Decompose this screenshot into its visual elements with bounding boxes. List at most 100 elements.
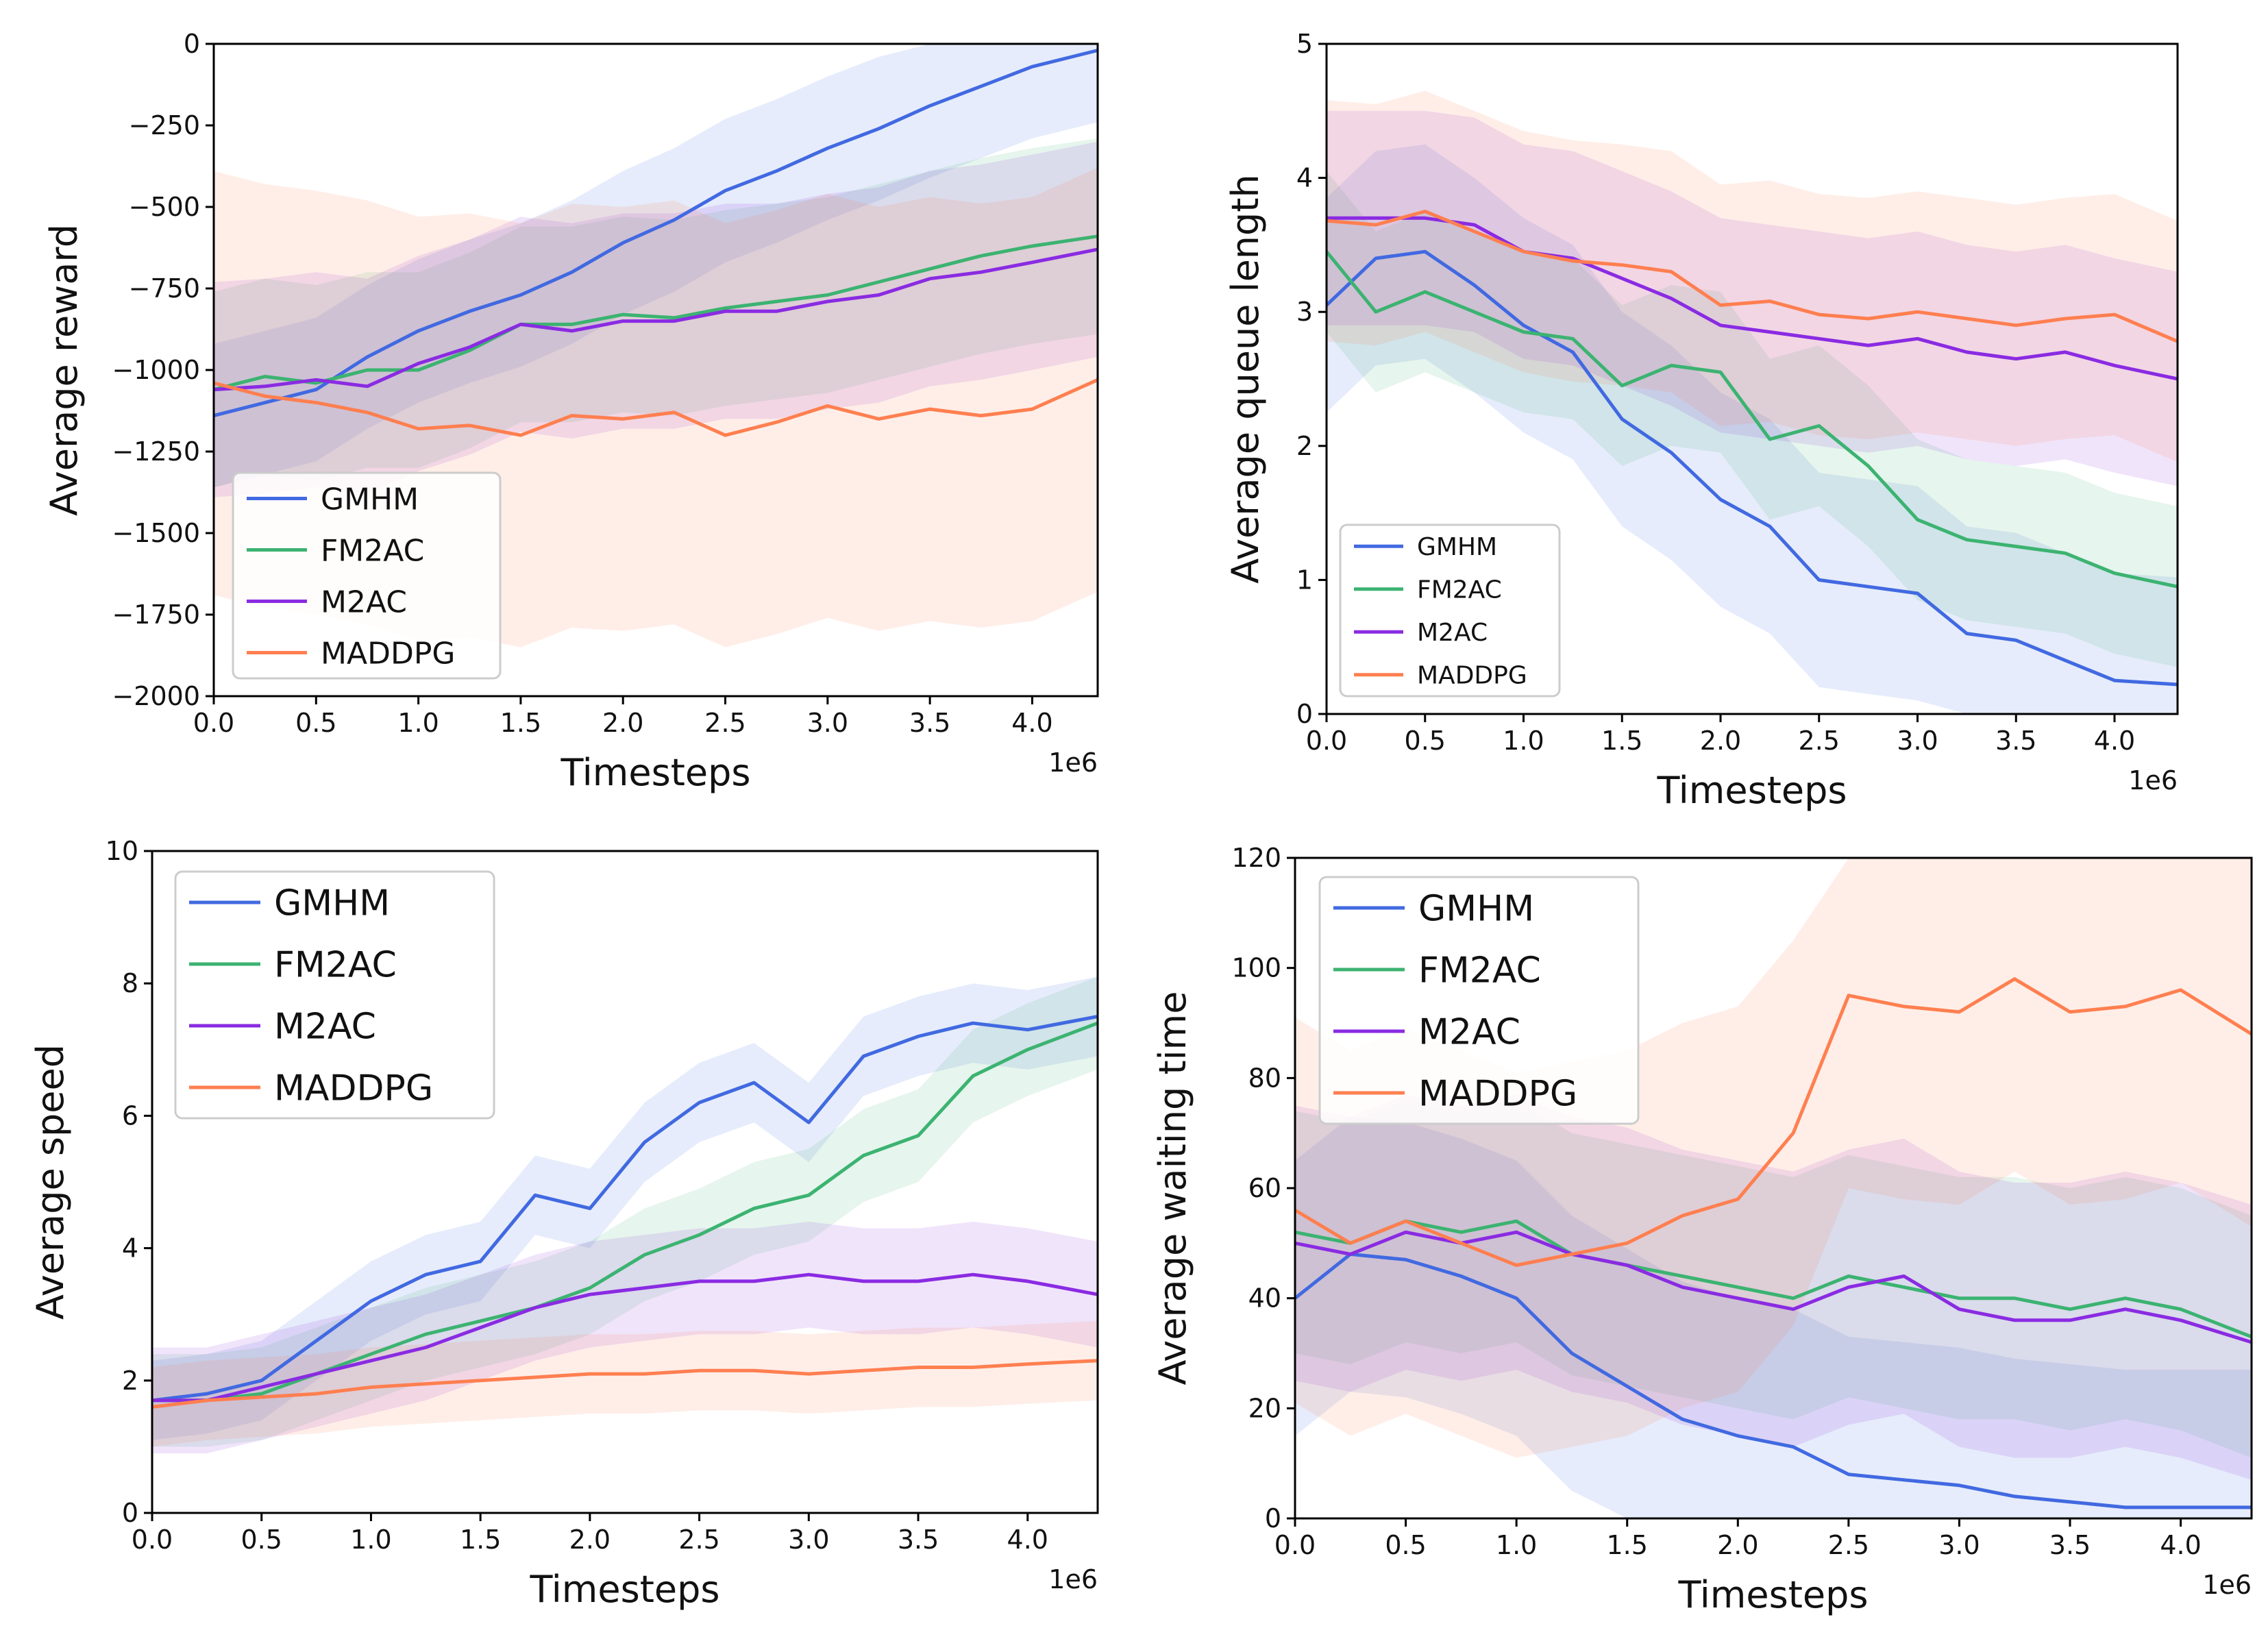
x-tick-label: 1.5 [500,708,541,738]
band-gmhm [214,44,1098,488]
band-fm2ac [1295,1100,2252,1458]
x-tick-label: 0.0 [193,708,234,738]
legend-label-m2ac: M2AC [1418,1012,1520,1053]
series-line-m2ac [1327,216,2178,381]
x-tick-label: 1.5 [1601,726,1642,756]
x-tick-label: 2.5 [1799,726,1840,756]
series-line-gmhm [151,1015,1098,1403]
band-maddpg [152,1320,1098,1447]
band-gmhm [1327,144,2178,714]
y-tick-label: 100 [1231,953,1281,983]
y-tick-label: 6 [122,1100,138,1131]
axes-frame [1325,42,2179,715]
y-tick-label: −1750 [112,600,200,630]
series-line-maddpg [1294,977,2253,1267]
x-tick-label: 2.5 [678,1525,719,1555]
x-multiplier-label: 1e6 [2128,765,2178,796]
x-axis-label: Timesteps [1656,769,1847,812]
legend-label-maddpg: MADDPG [274,1068,433,1109]
x-tick-label: 0.0 [1274,1530,1316,1560]
x-tick-label: 1.0 [350,1525,391,1555]
x-multiplier-label: 1e6 [1048,1564,1098,1594]
series-line-maddpg [1326,210,2178,343]
legend-label-fm2ac: FM2AC [321,533,424,568]
x-tick-label: 4.0 [2094,726,2135,756]
y-tick-label: 120 [1231,843,1281,873]
legend-label-m2ac: M2AC [274,1007,376,1048]
series-line-gmhm [213,49,1098,418]
legend-box [1339,523,1561,698]
y-tick-label: 80 [1248,1063,1281,1093]
legend-label-fm2ac: FM2AC [274,945,397,986]
legend-label-fm2ac: FM2AC [1417,576,1502,604]
x-tick-label: 2.0 [1700,726,1741,756]
series-line-fm2ac [1294,1219,2252,1339]
x-tick-label: 3.0 [788,1525,829,1555]
chart-average-waiting-time: 0.0 0.5 1.0 1.5 2.0 2.5 3.0 3.5 4.0 0 20 40 60 80 100 1… [1151,843,2253,1616]
y-tick-label: −750 [129,273,200,304]
x-multiplier-label: 1e6 [1048,748,1098,778]
band-maddpg [1327,90,2178,463]
x-tick-label: 3.0 [1897,726,1938,756]
legend-label-gmhm: GMHM [1417,533,1497,561]
x-tick-label: 2.5 [1828,1530,1869,1560]
x-tick-label: 3.0 [807,708,848,738]
y-tick-label: −1250 [112,436,200,467]
band-gmhm [152,976,1098,1440]
y-tick-label: 2 [1296,431,1313,461]
x-tick-label: 3.5 [909,708,950,738]
y-tick-label: −500 [129,192,200,222]
legend-label-gmhm: GMHM [274,883,390,924]
legend-label-m2ac: M2AC [1417,619,1488,647]
series-line-maddpg [213,378,1099,437]
legend-label-gmhm: GMHM [321,482,419,517]
x-tick-label: 0.5 [295,708,336,738]
x-multiplier-label: 1e6 [2202,1570,2252,1600]
legend-label-gmhm: GMHM [1418,889,1534,930]
legend-box [232,471,502,680]
y-tick-label: 4 [1296,163,1313,193]
y-axis-label: Average speed [29,1044,72,1320]
x-tick-label: 0.5 [1405,726,1446,756]
y-tick-label: 0 [1265,1503,1281,1533]
x-tick-label: 3.0 [1938,1530,1980,1560]
x-tick-label: 0.0 [1306,726,1347,756]
legend-label-maddpg: MADDPG [1418,1074,1577,1115]
y-tick-label: 5 [1296,29,1313,59]
y-tick-label: −1500 [112,518,200,548]
x-tick-label: 2.0 [1717,1530,1758,1560]
y-tick-label: −2000 [112,681,200,711]
y-tick-label: 0 [184,29,200,59]
x-tick-label: 1.0 [1496,1530,1537,1560]
x-tick-label: 0.5 [241,1525,282,1555]
y-axis-label: Average queue length [1224,174,1267,583]
y-tick-label: 0 [122,1498,138,1528]
y-axis-label: Average waiting time [1151,991,1194,1385]
y-tick-label: 0 [1296,699,1313,729]
x-tick-label: 2.0 [569,1525,611,1555]
legend-box [1318,876,1640,1125]
legend-box [174,870,495,1120]
y-tick-label: 4 [122,1233,138,1264]
y-tick-label: −1000 [112,355,200,385]
y-tick-label: −250 [129,110,200,140]
band-m2ac [1327,110,2178,486]
band-gmhm [1295,1116,2252,1518]
y-tick-label: 1 [1296,565,1313,595]
series-line-m2ac [213,247,1098,392]
series-line-fm2ac [213,234,1098,392]
y-tick-label: 40 [1248,1283,1281,1314]
x-tick-label: 1.5 [460,1525,501,1555]
y-axis-label: Average reward [42,224,86,516]
x-tick-label: 1.5 [1607,1530,1648,1560]
y-tick-label: 10 [106,836,138,866]
legend-label-maddpg: MADDPG [1417,662,1527,690]
x-tick-label: 3.5 [1995,726,2036,756]
legend-label-maddpg: MADDPG [321,636,455,671]
x-axis-label: Timesteps [1677,1573,1868,1616]
y-tick-label: 20 [1248,1393,1281,1423]
band-m2ac [1295,1094,2252,1480]
y-tick-label: 8 [122,968,138,998]
x-axis-label: Timesteps [560,751,750,794]
